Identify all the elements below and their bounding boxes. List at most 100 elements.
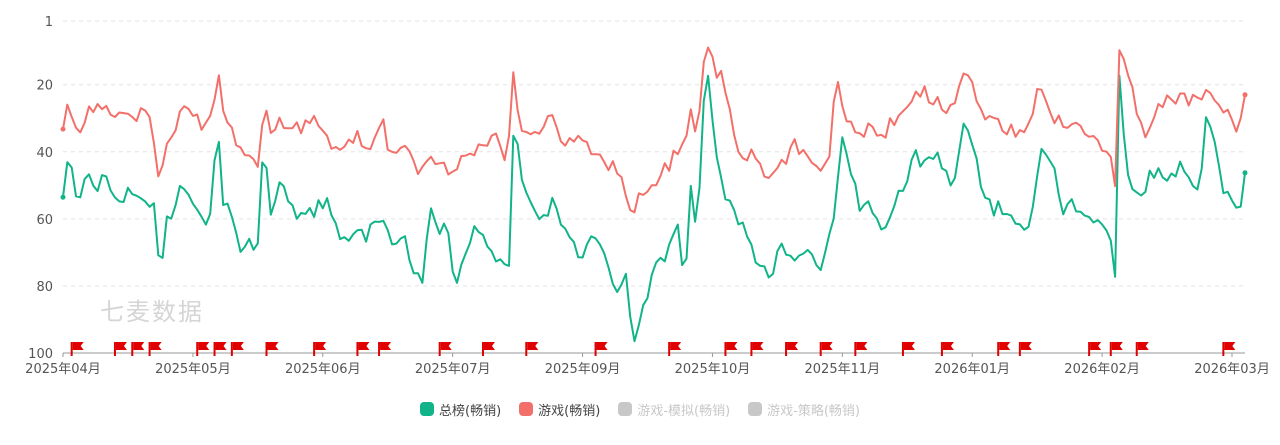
legend: 总榜(畅销) 游戏(畅销) 游戏-模拟(畅销) 游戏-策略(畅销) — [0, 397, 1280, 421]
x-tick-label: 2025年09月 — [545, 362, 621, 377]
flag-pole — [196, 342, 199, 356]
flag-pole — [230, 342, 233, 356]
flag-icon — [196, 342, 210, 356]
x-tick-label: 2025年06月 — [285, 362, 361, 377]
x-tick-label: 2026年01月 — [934, 362, 1010, 377]
flag-pole — [1018, 342, 1021, 356]
x-tick-label: 2026年02月 — [1064, 362, 1140, 377]
y-tick-label: 100 — [28, 347, 53, 362]
flag-icon — [356, 342, 370, 356]
flag-icon — [1088, 342, 1102, 356]
flag-cloth — [315, 342, 327, 350]
flag-cloth — [527, 342, 539, 350]
flag-icon — [901, 342, 915, 356]
x-tick-label: 2026年03月 — [1194, 362, 1270, 377]
flag-pole — [819, 342, 822, 356]
flag-icon — [854, 342, 868, 356]
flag-pole — [525, 342, 528, 356]
flag-cloth — [72, 342, 84, 350]
legend-item-overall[interactable]: 总榜(畅销) — [420, 400, 501, 419]
x-tick-label: 2025年05月 — [155, 362, 231, 377]
flag-icon — [313, 342, 327, 356]
legend-label-overall: 总榜(畅销) — [439, 403, 502, 419]
flag-pole — [481, 342, 484, 356]
flag-cloth — [232, 342, 244, 350]
flag-cloth — [1137, 342, 1149, 350]
flag-pole — [1135, 342, 1138, 356]
flag-icon — [213, 342, 227, 356]
x-axis: 2025年04月 2025年05月 2025年06月 2025年07月 2025年09月… — [25, 352, 1270, 377]
flag-cloth — [596, 342, 608, 350]
flag-icon — [940, 342, 954, 356]
flag-cloth — [903, 342, 915, 350]
x-tick-label: 2025年11月 — [805, 362, 881, 377]
flag-icon — [70, 342, 84, 356]
flag-pole — [724, 342, 727, 356]
legend-label-games: 游戏(畅销) — [538, 403, 601, 419]
legend-swatch-overall — [420, 402, 434, 416]
flag-cloth — [198, 342, 210, 350]
flag-pole — [131, 342, 134, 356]
event-flags — [70, 342, 1236, 356]
flag-cloth — [267, 342, 279, 350]
flag-icon — [819, 342, 833, 356]
watermark-logo-text: 七麦数据 — [100, 298, 204, 326]
flag-icon — [230, 342, 244, 356]
legend-label-strategy: 游戏-策略(畅销) — [767, 403, 860, 419]
legend-item-simulation[interactable]: 游戏-模拟(畅销) — [618, 400, 730, 419]
x-tick-label: 2025年04月 — [25, 362, 101, 377]
flag-cloth — [670, 342, 682, 350]
flag-pole — [265, 342, 268, 356]
flag-icon — [1109, 342, 1123, 356]
flag-cloth — [1224, 342, 1236, 350]
flag-icon — [668, 342, 682, 356]
flag-icon — [785, 342, 799, 356]
flag-icon — [1222, 342, 1236, 356]
flag-pole — [1088, 342, 1091, 356]
flag-cloth — [1020, 342, 1032, 350]
flag-pole — [997, 342, 1000, 356]
flag-pole — [113, 342, 116, 356]
series-lines — [60, 46, 1248, 343]
flag-cloth — [1090, 342, 1102, 350]
flag-icon — [724, 342, 738, 356]
flag-icon — [1018, 342, 1032, 356]
y-tick-label: 60 — [36, 213, 53, 228]
flag-cloth — [150, 342, 162, 350]
y-tick-label: 20 — [36, 79, 53, 94]
legend-swatch-games — [519, 402, 534, 416]
gridlines — [63, 20, 1245, 287]
flag-icon — [594, 342, 608, 356]
x-tick-label: 2025年07月 — [415, 362, 491, 377]
flag-icon — [481, 342, 495, 356]
flag-pole — [356, 342, 359, 356]
legend-item-games[interactable]: 游戏(畅销) — [519, 400, 600, 419]
flag-cloth — [787, 342, 799, 350]
legend-swatch-strategy — [748, 402, 763, 416]
flag-pole — [1222, 342, 1225, 356]
flag-pole — [438, 342, 441, 356]
legend-item-strategy[interactable]: 游戏-策略(畅销) — [748, 400, 860, 419]
legend-swatch-simulation — [618, 402, 633, 416]
flag-pole — [940, 342, 943, 356]
flag-icon — [750, 342, 764, 356]
flag-cloth — [115, 342, 127, 350]
flag-icon — [131, 342, 145, 356]
flag-icon — [148, 342, 162, 356]
series-line-1 — [62, 46, 1246, 214]
flag-cloth — [942, 342, 954, 350]
flag-pole — [213, 342, 216, 356]
flag-icon — [378, 342, 392, 356]
flag-pole — [854, 342, 857, 356]
y-tick-label: 80 — [36, 280, 53, 295]
series-start-point — [60, 194, 66, 200]
y-tick-label: 40 — [36, 146, 53, 161]
flag-cloth — [133, 342, 145, 350]
x-tick-label: 2025年10月 — [675, 362, 751, 377]
flag-cloth — [440, 342, 452, 350]
legend-label-simulation: 游戏-模拟(畅销) — [637, 403, 731, 419]
y-axis: 1 20 40 60 80 100 — [28, 15, 53, 362]
flag-pole — [313, 342, 316, 356]
